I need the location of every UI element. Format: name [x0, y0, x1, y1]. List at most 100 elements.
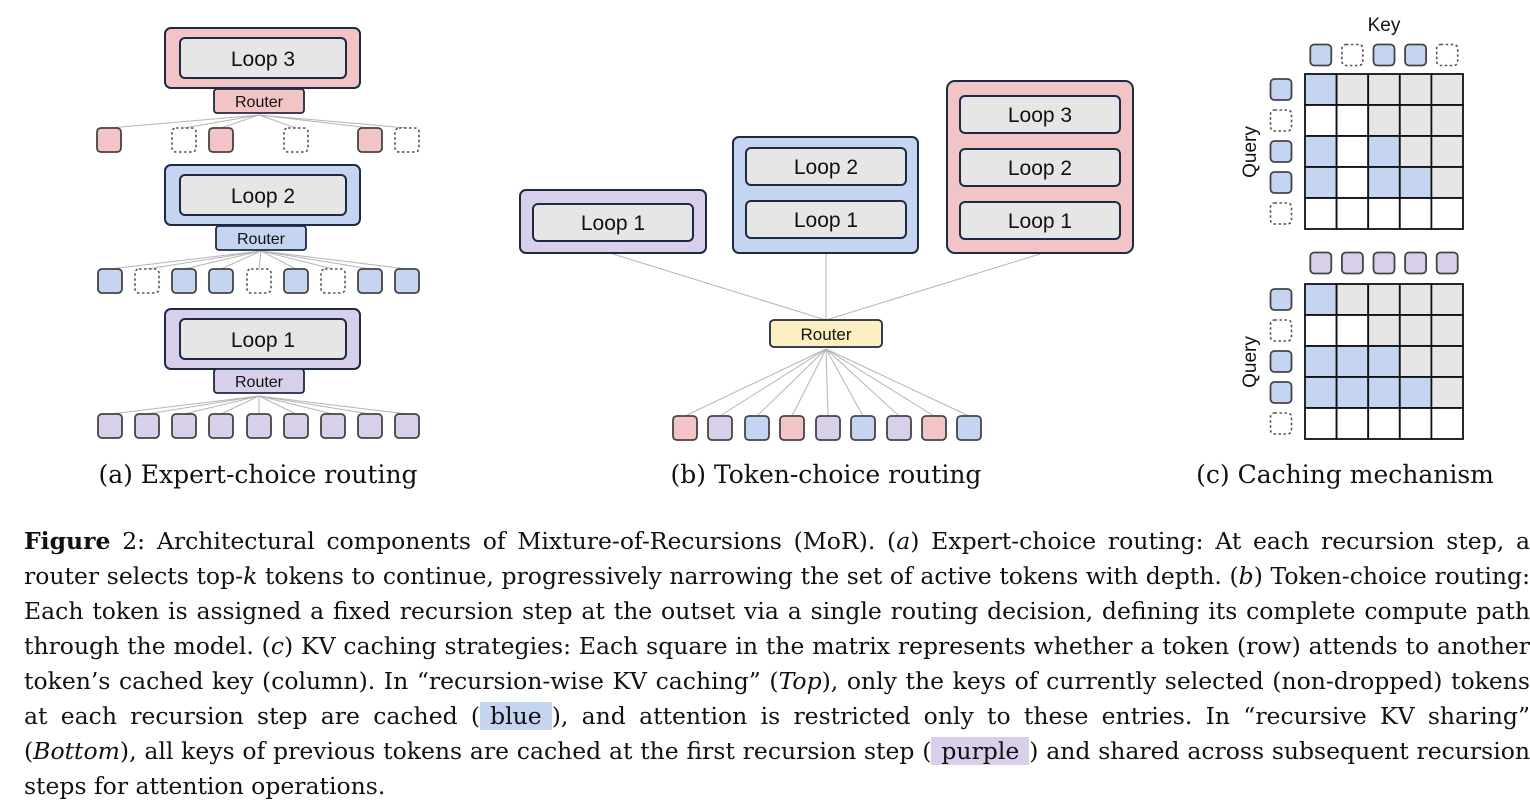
loop2-inner — [179, 174, 347, 216]
token-a-row2-6 — [320, 268, 346, 294]
group3-loop1-label: Loop 1 — [1008, 210, 1072, 233]
connector-lines — [108, 114, 1041, 417]
loop3-label: Loop 3 — [231, 48, 295, 71]
caption-top: Top — [778, 667, 822, 695]
matrix-bottom-cell — [1367, 376, 1401, 409]
matrix-bottom-cell — [1335, 314, 1370, 347]
caption-s8: ), all keys of previous tokens are cache… — [119, 737, 932, 765]
token-b-0 — [672, 415, 698, 441]
router3-connector — [220, 114, 260, 129]
router3-label: Router — [235, 94, 284, 111]
router-b-connector — [791, 348, 827, 417]
matrix-bottom-cell — [1430, 283, 1464, 316]
token-a-row2-5 — [283, 268, 309, 294]
router1-connector — [109, 395, 260, 415]
loop2-label: Loop 2 — [231, 185, 295, 208]
token-b-6 — [886, 415, 912, 441]
token-a-row3-1 — [171, 127, 197, 153]
router1-connector — [258, 395, 408, 415]
matrix-top-cell — [1430, 135, 1464, 168]
router2-connector — [109, 250, 262, 270]
loop1-inner — [179, 318, 347, 360]
matrix-top-cell — [1335, 135, 1370, 168]
group2-loop2-label: Loop 2 — [794, 156, 858, 179]
matrix-top-query-token-2 — [1269, 140, 1293, 163]
panel-a-caption: (a) Expert-choice routing — [98, 460, 417, 489]
token-a-row2-4 — [246, 268, 272, 294]
caption-s5: ) KV caching strategies: Each square in … — [24, 632, 1530, 695]
matrix-top-cell — [1304, 197, 1338, 230]
router2-connector — [183, 250, 262, 270]
matrix-bottom-cell — [1430, 376, 1464, 409]
token-a-row2-8 — [394, 268, 420, 294]
panel-c-caching: Key Query Query (c) Caching mechanism — [1196, 15, 1494, 489]
token-a-row3-3 — [283, 127, 309, 153]
matrix-top-cell — [1398, 135, 1433, 168]
key-token-bottom-0 — [1309, 251, 1333, 275]
matrix-bottom-cell — [1304, 314, 1338, 347]
caption-s4: ) Token-choice routing: Each token is as… — [24, 562, 1530, 660]
query-label-bottom: Query — [1240, 336, 1261, 388]
router1-connector — [146, 395, 260, 415]
router1-connector — [258, 395, 334, 415]
matrix-top-cell — [1430, 104, 1464, 137]
group2-loop2-box — [745, 147, 907, 186]
matrix-bottom-cell — [1335, 407, 1370, 440]
matrix-bottom-cell — [1335, 345, 1370, 378]
matrix-bottom-cell — [1335, 283, 1370, 316]
matrix-top-cell — [1398, 73, 1433, 106]
router1-connector — [258, 395, 371, 415]
matrix-bottom-cell — [1398, 376, 1433, 409]
token-a-row2-0 — [97, 268, 123, 294]
matrix-top-query-token-4 — [1269, 202, 1293, 225]
panel-a-expert-choice: Loop 3 Router Loop 2 Router Loop 1 Route… — [98, 27, 418, 489]
token-a-row2-2 — [171, 268, 197, 294]
loop3-inner — [179, 37, 347, 79]
caption-a: a — [896, 527, 911, 555]
matrix-bottom-cell — [1304, 407, 1338, 440]
token-a-row1-1 — [134, 413, 160, 439]
matrix-bottom-cell — [1367, 407, 1401, 440]
matrix-top-cell — [1367, 197, 1401, 230]
matrix-top-cell — [1335, 104, 1370, 137]
caption-purple-highlight: purple — [931, 737, 1030, 765]
matrix-bottom-cell — [1304, 376, 1338, 409]
panel-c-caption: (c) Caching mechanism — [1196, 460, 1494, 489]
caption-label: Figure — [24, 527, 111, 555]
router2-connector — [260, 250, 408, 270]
router2-connector — [220, 250, 262, 270]
key-token-bottom-4 — [1435, 251, 1459, 275]
matrix-top-cell — [1430, 73, 1464, 106]
matrix-bottom-cell — [1430, 407, 1464, 440]
caption-k: k — [243, 562, 258, 590]
matrix-top-cell — [1304, 73, 1338, 106]
router1-connector — [220, 395, 260, 415]
caption-s9: ) and shared across subsequent recursion… — [24, 737, 1530, 800]
router-b-to-group3 — [825, 253, 1041, 321]
matrix-top-cell — [1398, 104, 1433, 137]
router-b-to-group1 — [612, 253, 827, 321]
matrix-top-cell — [1367, 73, 1401, 106]
router2-connector — [146, 250, 262, 270]
token-a-row1-5 — [283, 413, 309, 439]
router-b-connector — [719, 348, 827, 417]
matrix-bottom-cell — [1367, 283, 1401, 316]
token-a-row1-2 — [171, 413, 197, 439]
matrix-bottom-cell — [1398, 407, 1433, 440]
matrix-bottom-cell — [1367, 345, 1401, 378]
router1-connector — [183, 395, 260, 415]
key-token-top-0 — [1309, 43, 1333, 67]
router3-connector — [258, 114, 371, 129]
router-b-box — [769, 319, 883, 348]
key-token-top-3 — [1404, 43, 1427, 67]
router3-connector — [183, 114, 260, 129]
router2-connector — [260, 250, 371, 270]
caption-number: 2: — [122, 527, 146, 555]
matrix-bottom-cell — [1430, 345, 1464, 378]
router1-connector — [258, 395, 297, 415]
router3-connector — [258, 114, 408, 129]
caption-s7: ), and attention is restricted only to t… — [24, 702, 1530, 765]
matrix-bottom-cell — [1398, 345, 1433, 378]
token-a-row3-5 — [394, 127, 420, 153]
matrix-bottom-cell — [1398, 283, 1433, 316]
